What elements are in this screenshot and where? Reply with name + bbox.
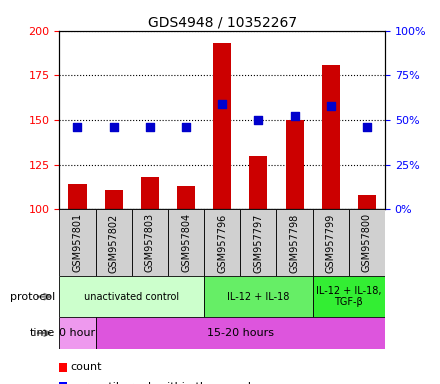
Bar bbox=[168, 209, 204, 276]
Text: GSM957803: GSM957803 bbox=[145, 214, 155, 272]
Point bbox=[363, 124, 370, 130]
Bar bbox=[204, 276, 313, 317]
Bar bbox=[141, 177, 159, 209]
Bar bbox=[95, 209, 132, 276]
Point bbox=[74, 124, 81, 130]
Bar bbox=[249, 156, 268, 209]
Point bbox=[110, 124, 117, 130]
Bar bbox=[213, 43, 231, 209]
Text: GSM957801: GSM957801 bbox=[73, 214, 82, 272]
Text: count: count bbox=[70, 362, 102, 372]
Text: IL-12 + IL-18: IL-12 + IL-18 bbox=[227, 291, 290, 302]
Bar bbox=[95, 317, 385, 349]
Bar bbox=[69, 184, 87, 209]
Bar bbox=[132, 209, 168, 276]
Text: GSM957799: GSM957799 bbox=[326, 213, 336, 273]
Bar bbox=[313, 276, 385, 317]
Bar bbox=[286, 120, 304, 209]
Text: GSM957804: GSM957804 bbox=[181, 214, 191, 272]
Text: unactivated control: unactivated control bbox=[84, 291, 180, 302]
Bar bbox=[240, 209, 276, 276]
Text: GSM957798: GSM957798 bbox=[290, 213, 300, 273]
Bar bbox=[204, 209, 240, 276]
Text: percentile rank within the sample: percentile rank within the sample bbox=[70, 382, 258, 384]
Text: 15-20 hours: 15-20 hours bbox=[207, 328, 274, 338]
Text: protocol: protocol bbox=[10, 291, 55, 302]
Text: IL-12 + IL-18,
TGF-β: IL-12 + IL-18, TGF-β bbox=[316, 286, 381, 308]
Point bbox=[183, 124, 190, 130]
Bar bbox=[358, 195, 376, 209]
Bar bbox=[59, 209, 95, 276]
Text: GSM957797: GSM957797 bbox=[253, 213, 264, 273]
Bar bbox=[177, 186, 195, 209]
Text: 0 hour: 0 hour bbox=[59, 328, 95, 338]
Bar bbox=[349, 209, 385, 276]
Text: GSM957802: GSM957802 bbox=[109, 213, 119, 273]
Bar bbox=[322, 65, 340, 209]
Text: GSM957796: GSM957796 bbox=[217, 213, 227, 273]
Bar bbox=[59, 317, 95, 349]
Text: GSM957800: GSM957800 bbox=[362, 214, 372, 272]
Point bbox=[255, 117, 262, 123]
Title: GDS4948 / 10352267: GDS4948 / 10352267 bbox=[148, 16, 297, 30]
Point bbox=[327, 103, 334, 109]
Point bbox=[147, 124, 154, 130]
Point bbox=[291, 113, 298, 119]
Text: time: time bbox=[30, 328, 55, 338]
Bar bbox=[59, 276, 204, 317]
Bar bbox=[313, 209, 349, 276]
Point bbox=[219, 101, 226, 107]
Bar bbox=[276, 209, 313, 276]
Bar bbox=[105, 190, 123, 209]
